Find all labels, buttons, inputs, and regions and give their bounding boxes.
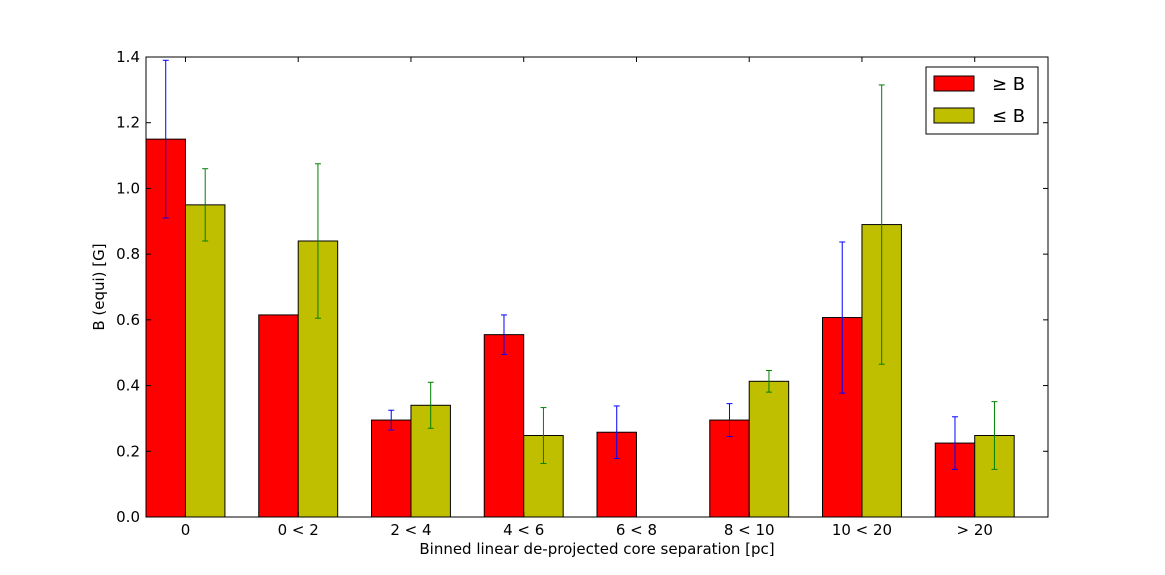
y-tick-label: 1.2 bbox=[116, 114, 140, 132]
y-tick-label: 0.8 bbox=[116, 245, 140, 263]
legend-label-le-b: ≤ B bbox=[992, 106, 1025, 127]
error-bar-ge-b-2 bbox=[388, 409, 395, 431]
bar-ge-b-1 bbox=[258, 314, 299, 518]
error-bar-ge-b-6 bbox=[839, 241, 846, 394]
x-tick-label: 2 < 4 bbox=[390, 521, 431, 539]
bars-layer bbox=[145, 138, 1015, 518]
error-bar-le-b-7 bbox=[991, 401, 998, 470]
y-tick-label: 1.4 bbox=[116, 48, 140, 66]
legend-swatch-ge-b bbox=[933, 75, 975, 92]
y-tick-label: 0.0 bbox=[116, 508, 140, 526]
error-bar-ge-b-4 bbox=[613, 405, 620, 460]
y-tick-label: 0.6 bbox=[116, 311, 140, 329]
legend-swatch-le-b bbox=[933, 107, 975, 124]
y-tick-label: 0.2 bbox=[116, 442, 140, 460]
x-tick-label: > 20 bbox=[956, 521, 992, 539]
error-bar-le-b-1 bbox=[314, 163, 321, 319]
error-bar-ge-b-0 bbox=[162, 59, 169, 219]
x-tick-label: 10 < 20 bbox=[832, 521, 892, 539]
error-bar-le-b-2 bbox=[427, 381, 434, 429]
legend: ≥ B ≤ B bbox=[925, 66, 1039, 135]
x-tick-label: 0 bbox=[181, 521, 191, 539]
error-bar-le-b-6 bbox=[878, 84, 885, 365]
error-bar-le-b-0 bbox=[202, 168, 209, 242]
error-bar-ge-b-5 bbox=[726, 403, 733, 437]
bar-ge-b-2 bbox=[371, 419, 412, 518]
x-axis-label: Binned linear de-projected core separati… bbox=[419, 540, 774, 558]
error-bar-ge-b-7 bbox=[951, 416, 958, 470]
x-tick-label: 6 < 8 bbox=[616, 521, 657, 539]
error-bar-ge-b-3 bbox=[500, 314, 507, 355]
x-tick-label: 8 < 10 bbox=[724, 521, 775, 539]
error-bars-layer bbox=[162, 59, 998, 470]
y-axis: 0.0 0.2 0.4 0.6 0.8 1.0 1.2 1.4 bbox=[116, 48, 1048, 526]
y-tick-label: 1.0 bbox=[116, 179, 140, 197]
bar-le-b-0 bbox=[184, 204, 226, 518]
error-bar-le-b-3 bbox=[540, 407, 547, 464]
x-tick-label: 4 < 6 bbox=[503, 521, 544, 539]
bar-ge-b-3 bbox=[483, 334, 525, 518]
x-tick-label: 0 < 2 bbox=[278, 521, 319, 539]
plot-frame bbox=[145, 56, 1049, 518]
error-bar-le-b-5 bbox=[765, 369, 772, 393]
y-tick-label: 0.4 bbox=[116, 377, 140, 395]
legend-label-ge-b: ≥ B bbox=[992, 74, 1025, 95]
bar-le-b-5 bbox=[748, 380, 790, 518]
x-axis: 0 0 < 2 2 < 4 4 < 6 6 < 8 8 < 10 10 < 20 > 20 bbox=[181, 57, 993, 539]
y-axis-label: B (equi) [G] bbox=[90, 243, 108, 330]
